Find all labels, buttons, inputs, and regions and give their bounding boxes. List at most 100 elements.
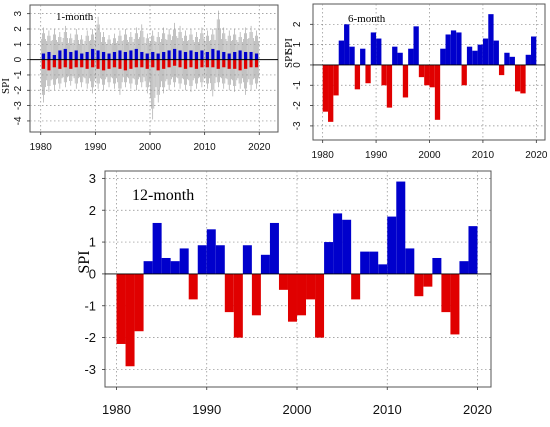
negative-spi-bar [251,273,261,316]
x-tick-label: 1990 [192,402,221,417]
positive-bar [123,51,128,60]
negative-bar [112,59,117,68]
negative-bar [85,59,89,69]
positive-bar [183,51,188,60]
positive-bar [107,53,111,60]
negative-spi-bar [351,273,361,300]
x-tick-label: 2010 [373,402,402,417]
negative-bar [238,59,242,71]
positive-bar [189,50,193,60]
x-tick-label: 2000 [139,142,162,153]
positive-bar [140,51,144,60]
y-tick-label: -3 [292,121,303,130]
y-axis-label: SPI [283,52,295,68]
negative-bar [189,59,193,68]
negative-bar [41,59,46,69]
positive-bar [74,50,78,60]
y-tick-label: 1 [292,41,303,47]
negative-spi-bar [306,273,316,300]
negative-bar [216,59,220,69]
positive-bar [41,53,46,60]
positive-spi-bar [477,44,483,65]
positive-spi-bar [482,38,489,65]
negative-spi-bar [498,64,505,76]
positive-bar [134,48,138,60]
positive-bar [129,50,133,60]
positive-spi-bar [504,52,510,65]
x-tick-label: 1990 [84,142,107,153]
negative-bar [211,59,215,68]
positive-bar [244,51,248,60]
negative-bar [145,59,149,69]
positive-bar [52,55,56,60]
negative-spi-bar [116,273,126,344]
positive-bar [227,53,231,60]
negative-bar [205,59,209,68]
negative-spi-bar [381,64,387,86]
positive-spi-bar [344,24,350,65]
negative-bar [178,59,182,68]
negative-bar [123,59,128,71]
positive-bar [254,53,259,60]
negative-bar [69,59,73,69]
negative-spi-bar [441,273,451,313]
positive-bar [58,50,62,60]
y-tick-label: -1 [84,298,96,313]
positive-spi-bar [432,257,442,274]
positive-spi-bar [387,216,397,274]
positive-spi-bar [269,222,279,274]
positive-bar [205,51,209,60]
y-tick-label: -1 [292,80,303,89]
y-tick-label: -3 [13,101,24,110]
positive-spi-bar [370,32,377,65]
negative-spi-bar [278,273,288,290]
x-tick-label: 2000 [418,150,441,161]
positive-spi-bar [493,40,499,65]
positive-spi-bar [179,248,189,274]
positive-bar [162,51,166,60]
negative-bar [74,59,78,68]
negative-spi-bar [429,64,435,88]
positive-bar [69,51,73,60]
negative-spi-bar [287,273,297,322]
positive-bar [112,51,117,60]
negative-bar [118,59,122,69]
panel-title: 6-month [348,13,386,25]
x-tick-label: 2020 [525,150,548,161]
positive-bar [91,48,95,60]
y-axis-label-duplicate: SPI [283,38,295,54]
y-tick-label: -2 [292,101,303,110]
positive-bar [47,51,51,60]
y-tick-label: -2 [84,330,96,345]
positive-spi-bar [392,46,398,65]
positive-spi-bar [459,261,469,274]
y-tick-label: 3 [89,171,96,186]
y-tick-label: 2 [292,21,303,27]
positive-spi-bar [152,222,162,274]
positive-spi-bar [531,36,537,65]
positive-bar [194,51,199,60]
positive-spi-bar [338,40,345,65]
positive-spi-bar [360,48,366,65]
negative-spi-bar [333,64,339,96]
negative-bar [233,59,237,69]
negative-spi-bar [434,64,441,120]
x-tick-label: 2020 [248,142,271,153]
positive-spi-bar [324,242,334,274]
x-tick-label: 2010 [472,150,495,161]
positive-bar [118,50,122,60]
negative-bar [47,59,51,71]
negative-spi-bar [418,64,425,78]
positive-spi-bar [197,245,207,274]
positive-bar [63,48,67,60]
chart-panel-six-month: -3 -2 -1 0 1 2 1980 1990 2000 2010 2020 6-month SPIS… [283,3,548,161]
y-tick-label: -4 [13,116,24,125]
positive-spi-bar [342,219,352,274]
y-tick-label: 2 [89,203,96,218]
negative-spi-bar [224,273,234,313]
positive-bar [145,53,149,60]
negative-bar [96,59,100,69]
negative-spi-bar [354,64,361,90]
positive-bar [85,51,89,60]
